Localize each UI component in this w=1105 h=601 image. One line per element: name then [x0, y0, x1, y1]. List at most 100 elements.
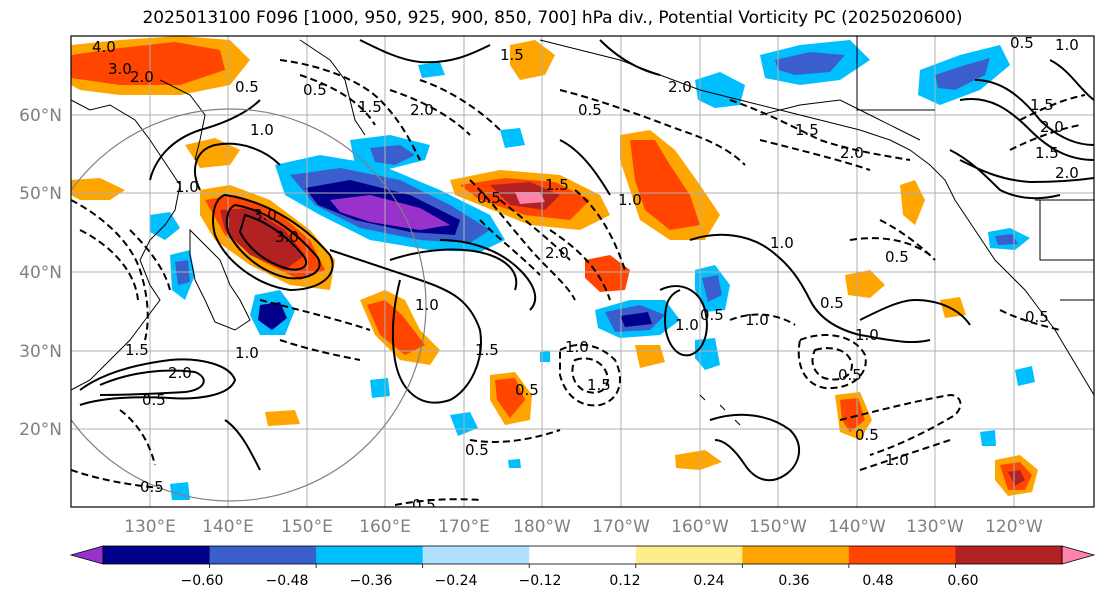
contour-label: 1.5 [587, 376, 611, 394]
lon-tick-label: 120°W [985, 517, 1043, 537]
contour-label: 2.0 [168, 364, 192, 382]
colorbar-tick-label: 0.48 [862, 573, 893, 589]
contour-label: 1.0 [618, 191, 642, 209]
lon-axis: 130°E 140°E 150°E 160°E 170°E 180°W 170°… [124, 517, 1043, 537]
colorbar-tick-label: 0.24 [693, 573, 724, 589]
contour-label: 4.0 [92, 38, 116, 56]
contour-label: 3.0 [275, 228, 299, 246]
colorbar-tick-label: 0.36 [778, 573, 809, 589]
lat-tick-label: 50°N [19, 184, 62, 204]
contour-label: 0.5 [820, 294, 844, 312]
contour-label: 1.5 [1035, 144, 1059, 162]
contour-label: 1.5 [795, 121, 819, 139]
contour-label: 0.5 [235, 78, 259, 96]
colorbar-segment [742, 546, 850, 564]
colorbar-tick-label: −0.12 [519, 573, 562, 589]
contour-label: 0.5 [1010, 34, 1034, 52]
contour-label: 1.0 [770, 234, 794, 252]
colorbar-segment [529, 546, 637, 564]
colorbar-segment [316, 546, 424, 564]
lon-tick-label: 180°W [513, 517, 571, 537]
colorbar-segment [955, 546, 1063, 564]
contour-label: 1.5 [475, 341, 499, 359]
contour-label: 1.0 [855, 326, 879, 344]
lat-axis: 20°N 30°N 40°N 50°N 60°N [19, 106, 62, 440]
contour-label: 1.0 [235, 344, 259, 362]
contour-label: 0.5 [140, 478, 164, 496]
contour-label: 1.5 [500, 46, 524, 64]
colorbar-extend-min [69, 545, 104, 565]
colorbar-tick-label: −0.48 [266, 573, 309, 589]
lat-tick-label: 40°N [19, 263, 62, 283]
lon-tick-label: 160°W [671, 517, 729, 537]
contour-label: 1.0 [1055, 36, 1079, 54]
pv-negative-fills [150, 40, 1035, 500]
lat-tick-label: 30°N [19, 342, 62, 362]
colorbar-segment [103, 546, 211, 564]
colorbar: −0.60 −0.48 −0.36 −0.24 −0.12 0.12 0.24 … [69, 545, 1096, 589]
contour-label: 2.0 [410, 101, 434, 119]
lon-tick-label: 160°E [359, 517, 411, 537]
contour-labels: 4.0 3.0 2.0 3.0 3.0 0.5 1.0 1.0 0.5 1.5 … [92, 34, 1079, 514]
contour-label: 3.0 [108, 60, 132, 78]
contour-label: 0.5 [412, 496, 436, 514]
pv-positive-fills [71, 36, 1038, 496]
lon-tick-label: 130°E [124, 517, 176, 537]
contour-label: 0.5 [855, 426, 879, 444]
colorbar-segment [848, 546, 956, 564]
contour-label: 1.0 [885, 451, 909, 469]
contour-label: 1.5 [125, 341, 149, 359]
contour-label: 2.0 [545, 244, 569, 262]
contour-label: 0.5 [465, 441, 489, 459]
contour-label: 1.0 [250, 121, 274, 139]
colorbar-segment [635, 546, 743, 564]
lon-tick-label: 130°W [906, 517, 964, 537]
projection-circle [71, 108, 427, 502]
contour-label: 3.0 [253, 206, 277, 224]
contour-label: 0.5 [515, 381, 539, 399]
contour-label: 2.0 [840, 144, 864, 162]
lon-tick-label: 170°E [438, 517, 490, 537]
colorbar-segment [209, 546, 317, 564]
contour-label: 1.0 [745, 311, 769, 329]
contours-dashed [71, 59, 1086, 506]
lat-tick-label: 60°N [19, 106, 62, 126]
contour-label: 0.5 [838, 366, 862, 384]
contours-solid [79, 39, 1094, 482]
colorbar-tick-label: −0.60 [181, 573, 224, 589]
contour-label: 2.0 [130, 68, 154, 86]
colorbar-segment [422, 546, 530, 564]
coastlines [71, 36, 1094, 426]
contour-label: 1.5 [545, 176, 569, 194]
colorbar-tick-label: 0.12 [609, 573, 640, 589]
map-title: 2025013100 F096 [1000, 950, 925, 900, 85… [142, 8, 963, 28]
colorbar-extend-max [1061, 545, 1096, 565]
contour-label: 0.5 [303, 81, 327, 99]
lon-tick-label: 140°W [828, 517, 886, 537]
colorbar-tick-label: 0.60 [947, 573, 978, 589]
contour-label: 0.5 [700, 306, 724, 324]
plot-frame [70, 35, 1095, 508]
grid-lines [71, 36, 1094, 507]
colorbar-tick-label: −0.24 [435, 573, 478, 589]
contour-label: 1.5 [358, 98, 382, 116]
lon-tick-label: 150°E [281, 517, 333, 537]
contour-label: 1.0 [175, 178, 199, 196]
contour-label: 0.5 [477, 189, 501, 207]
contour-label: 2.0 [1040, 118, 1064, 136]
colorbar-tick-labels: −0.60 −0.48 −0.36 −0.24 −0.12 0.12 0.24 … [181, 573, 979, 589]
contour-label: 1.5 [1030, 96, 1054, 114]
lon-tick-label: 170°W [592, 517, 650, 537]
colorbar-tick-label: −0.36 [350, 573, 393, 589]
contour-label: 0.5 [885, 248, 909, 266]
contour-label: 2.0 [1055, 164, 1079, 182]
contour-label: 0.5 [578, 101, 602, 119]
colorbar-frame [102, 545, 1063, 565]
contour-label: 2.0 [668, 78, 692, 96]
colorbar-segments [69, 545, 1096, 568]
contour-label: 0.5 [142, 391, 166, 409]
contour-label: 1.0 [675, 316, 699, 334]
lat-tick-label: 20°N [19, 420, 62, 440]
plot-area: 4.0 3.0 2.0 3.0 3.0 0.5 1.0 1.0 0.5 1.5 … [71, 34, 1094, 514]
